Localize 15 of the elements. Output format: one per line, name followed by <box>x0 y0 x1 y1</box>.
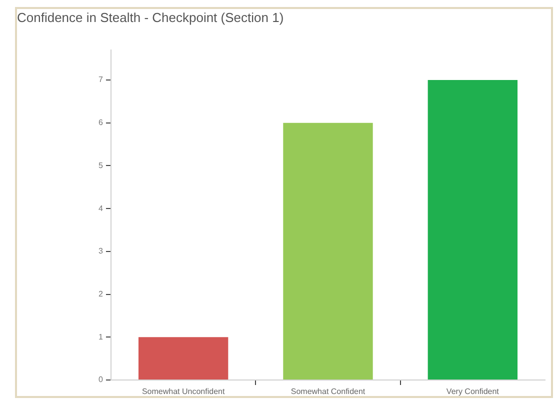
bar <box>283 122 373 380</box>
y-tick-label: 6 <box>98 118 104 128</box>
x-tick-label: Somewhat Confident <box>290 387 366 396</box>
y-tick-label: 0 <box>98 375 104 384</box>
y-tick-label: 1 <box>98 332 104 342</box>
y-tick-label: 3 <box>98 246 104 256</box>
y-tick-label: 7 <box>98 75 104 84</box>
bar <box>428 80 518 380</box>
bar <box>138 337 228 380</box>
x-tick-label: Very Confident <box>446 387 500 396</box>
chart-title: Confidence in Stealth - Checkpoint (Section 1) <box>17 10 284 25</box>
y-tick-label: 2 <box>98 289 104 298</box>
y-tick-label: 4 <box>98 204 104 213</box>
y-tick-label: 5 <box>98 160 104 170</box>
x-tick-label: Somewhat Unconfident <box>142 387 226 396</box>
